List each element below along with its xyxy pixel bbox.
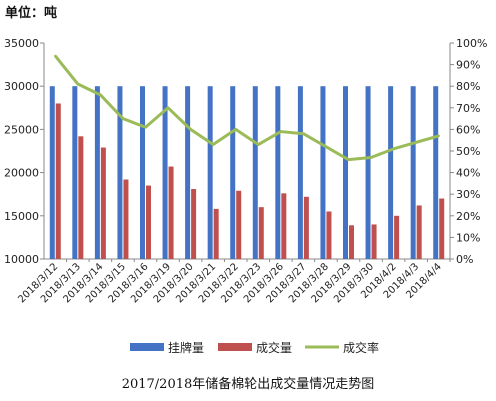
- right-axis-tick-label: 40%: [456, 167, 480, 180]
- trade-rate-point: [392, 147, 395, 151]
- listed-bar: [207, 86, 213, 259]
- right-axis-tick-label: 80%: [456, 80, 480, 93]
- trade-rate-point: [99, 93, 102, 97]
- right-axis-tick-label: 50%: [456, 145, 480, 158]
- legend-traded-swatch: [218, 343, 252, 351]
- left-axis-tick-label: 20000: [4, 167, 39, 180]
- legend-traded-label: 成交量: [256, 340, 292, 355]
- listed-bar: [252, 86, 258, 259]
- unit-label: 单位：吨: [5, 5, 57, 21]
- traded-bar: [213, 208, 219, 259]
- traded-bar: [326, 211, 332, 259]
- right-axis-tick-label: 100%: [456, 37, 487, 50]
- listed-bar: [117, 86, 123, 259]
- listed-bar: [365, 86, 371, 259]
- legend-listed-label: 挂牌量: [168, 341, 204, 355]
- right-axis-tick-label: 0%: [456, 253, 473, 266]
- traded-bar: [191, 189, 197, 259]
- trade-rate-point: [414, 141, 418, 144]
- traded-bar: [123, 179, 129, 259]
- traded-bar: [146, 185, 151, 259]
- traded-bar: [416, 205, 422, 259]
- listed-bar: [297, 86, 303, 259]
- trade-rate-point: [347, 158, 350, 161]
- trade-rate-point: [144, 126, 147, 129]
- right-axis-tick-label: 60%: [456, 123, 480, 136]
- traded-bar: [236, 190, 242, 259]
- trade-rate-point: [437, 134, 440, 138]
- plot-area: 10000 15000 20000 25000 30000 35000 0% 10% 20% 30…: [4, 37, 487, 305]
- listed-bar: [49, 86, 55, 259]
- traded-bar: [371, 224, 377, 259]
- traded-bar: [439, 198, 445, 259]
- traded-bar: [168, 166, 174, 259]
- trade-rate-point: [279, 130, 283, 133]
- listed-bar: [162, 86, 168, 259]
- trade-rate-point: [76, 82, 80, 86]
- traded-bar: [349, 225, 354, 259]
- listed-bar: [410, 86, 416, 259]
- trade-rate-point: [324, 145, 328, 148]
- legend-rate-label: 成交率: [343, 340, 379, 355]
- left-axis-tick-label: 25000: [4, 123, 39, 136]
- listed-bar: [343, 86, 348, 259]
- left-axis-tick-label: 30000: [4, 80, 39, 93]
- trade-rate-point: [302, 132, 305, 135]
- left-axis-tick-label: 35000: [4, 37, 39, 50]
- traded-bar: [100, 147, 106, 259]
- right-axis-tick-label: 10%: [456, 231, 480, 244]
- listed-bar: [140, 86, 145, 259]
- chart-title: 2017/2018年储备棉轮出成交量情况走势图: [122, 376, 375, 392]
- traded-bar: [281, 193, 287, 259]
- legend-listed-swatch: [130, 343, 164, 351]
- trade-rate-point: [257, 143, 260, 146]
- trade-rate-point: [369, 156, 373, 159]
- left-axis-tick-label: 10000: [4, 253, 39, 266]
- trade-rate-point: [211, 143, 215, 146]
- legend: 挂牌量 成交量 成交率: [130, 340, 379, 355]
- listed-bar: [94, 86, 100, 259]
- traded-bar: [258, 207, 264, 259]
- right-axis-tick-label: 20%: [456, 210, 480, 223]
- listed-bar: [185, 86, 191, 259]
- right-axis-tick-label: 30%: [456, 188, 480, 201]
- trade-rate-line: [54, 55, 440, 162]
- trade-rate-point: [234, 128, 237, 131]
- right-axis-tick-label: 70%: [456, 102, 480, 115]
- listed-bar: [275, 86, 281, 259]
- listed-bar: [72, 86, 78, 259]
- traded-bar: [78, 136, 84, 259]
- listed-bar: [388, 86, 394, 259]
- trade-rate-point: [166, 106, 170, 110]
- left-axis-tick-label: 15000: [4, 210, 39, 223]
- listed-bar: [230, 86, 236, 259]
- listed-bar: [320, 86, 326, 259]
- traded-bar: [303, 196, 309, 259]
- trade-rate-point: [54, 54, 57, 58]
- trade-rate-point: [189, 128, 192, 131]
- listed-bar: [433, 86, 439, 259]
- traded-bar: [55, 103, 61, 259]
- traded-bar: [394, 215, 400, 259]
- right-axis-tick-label: 90%: [456, 59, 480, 72]
- trade-rate-point: [121, 117, 125, 120]
